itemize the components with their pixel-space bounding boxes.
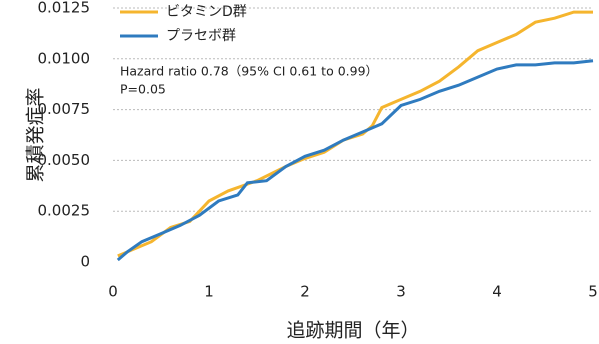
x-tick-label: 2 [300, 283, 310, 301]
data-line [116, 59, 594, 262]
y-tick-label: 0 [80, 253, 90, 271]
y-tick-label: 0.0100 [38, 49, 91, 67]
x-tick-label: 1 [204, 283, 214, 301]
x-tick-label: 0 [108, 283, 118, 301]
annotation: P=0.05 [120, 82, 166, 97]
y-tick-label: 0.0025 [38, 202, 91, 220]
annotation: Hazard ratio 0.78（95% CI 0.61 to 0.99） [120, 64, 378, 79]
y-tick-label: 0.0050 [38, 151, 91, 169]
legend-label: ビタミンD群 [166, 4, 247, 20]
x-tick-label: 5 [588, 283, 598, 301]
x-tick-label: 3 [396, 283, 406, 301]
legend-label: プラセボ群 [166, 28, 236, 44]
y-tick-label: 0.0075 [38, 100, 91, 118]
x-tick-label: 4 [492, 283, 502, 301]
y-tick-label: 0.0125 [38, 0, 91, 17]
y-axis-label: 累積発症率 [25, 87, 47, 182]
x-axis-label: 追跡期間（年） [286, 320, 419, 342]
